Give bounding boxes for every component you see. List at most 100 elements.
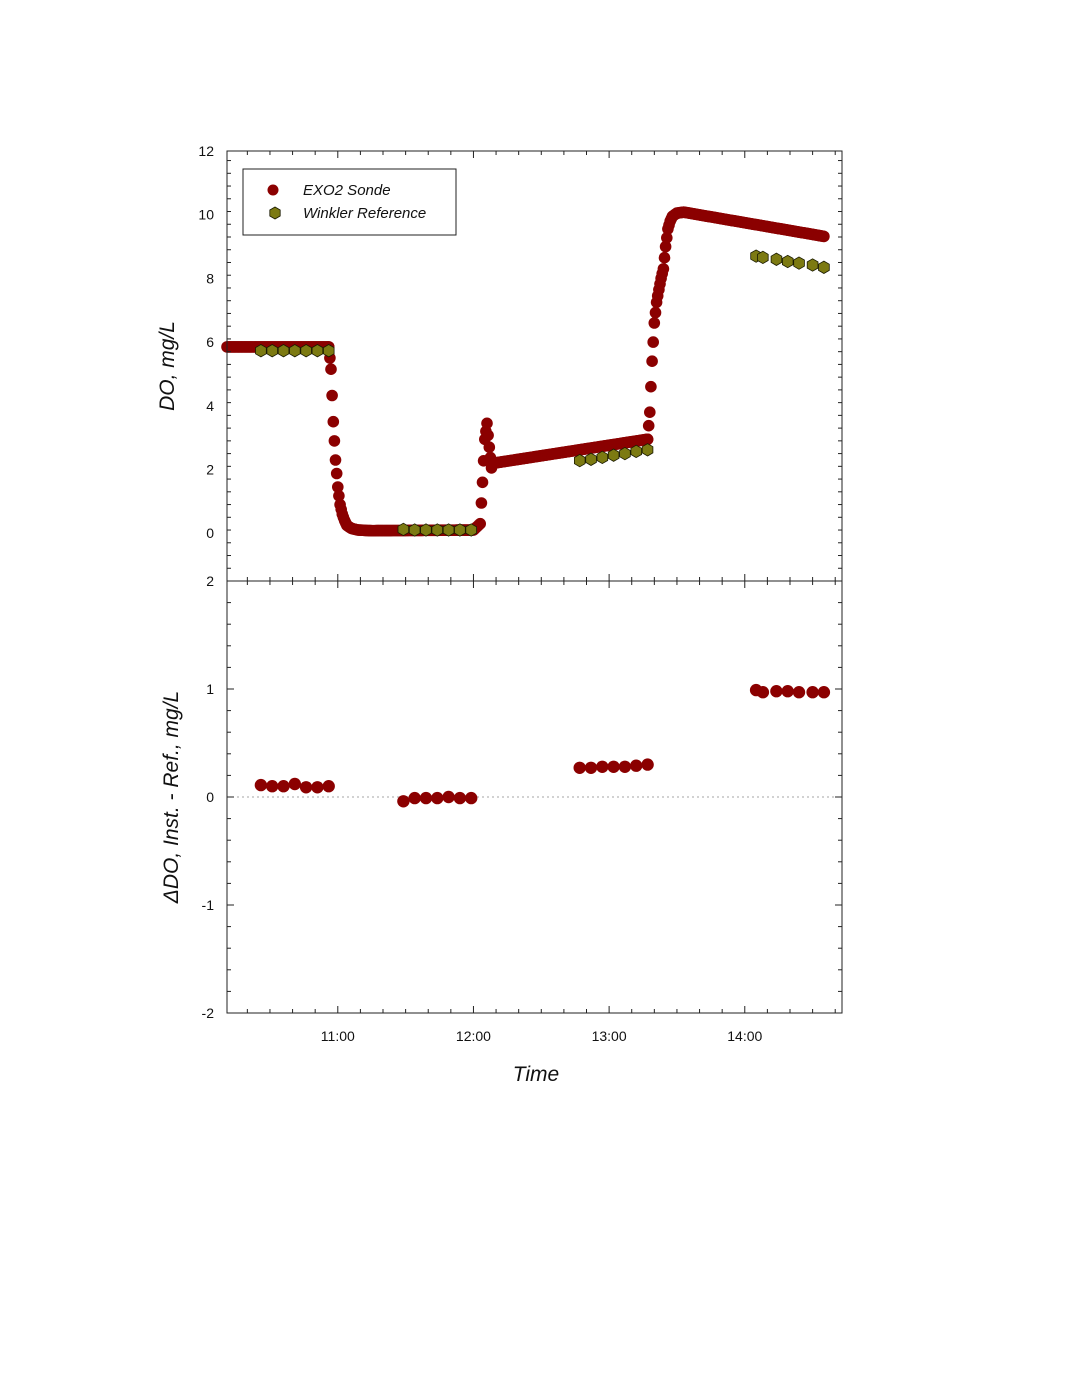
exo2-sonde-point <box>659 240 672 253</box>
bottom-ytick-label: -1 <box>202 897 215 913</box>
delta-do-point <box>299 781 313 794</box>
delta-do-point <box>630 759 643 772</box>
bottom-ytick-label: 0 <box>206 789 214 805</box>
exo2-sonde-point <box>642 419 655 432</box>
x-tick-label: 13:00 <box>592 1028 627 1044</box>
delta-do-point <box>792 686 806 699</box>
winkler-reference-point <box>465 523 478 537</box>
top-plot-points <box>221 206 830 537</box>
x-tick-label: 12:00 <box>456 1028 491 1044</box>
exo2-sonde-point <box>481 417 493 430</box>
top-y-axis-title: DO, mg/L <box>156 321 179 411</box>
winkler-reference-point <box>408 523 421 537</box>
winkler-reference-point <box>818 260 830 274</box>
delta-do-point <box>573 761 586 774</box>
exo2-sonde-point <box>649 306 662 319</box>
top-ytick-label: 0 <box>206 525 214 541</box>
exo2-sonde-point <box>483 441 496 454</box>
winkler-reference-point <box>420 523 432 537</box>
delta-do-point <box>584 761 598 774</box>
bottom-plot-frame <box>226 580 843 1014</box>
exo2-sonde-point <box>647 336 659 348</box>
delta-do-point <box>431 791 444 805</box>
top-panel: 0 2 4 6 8 10 12 <box>198 143 843 582</box>
legend-box <box>242 168 457 236</box>
winkler-reference-point <box>266 344 279 358</box>
winkler-reference-point <box>585 452 597 466</box>
exo2-sonde-point <box>646 355 658 368</box>
exo2-sonde-point <box>475 497 488 509</box>
delta-do-point <box>607 760 620 773</box>
top-ytick-label: 8 <box>206 270 214 286</box>
x-axis-title: Time <box>513 1063 559 1086</box>
winkler-reference-point <box>806 258 819 272</box>
winkler-reference-point <box>757 250 769 265</box>
delta-do-point <box>770 685 783 698</box>
delta-do-point <box>442 790 455 804</box>
winkler-reference-point <box>596 450 609 465</box>
winkler-reference-point <box>793 256 805 270</box>
winkler-reference-point <box>782 254 794 269</box>
exo2-sonde-point <box>648 317 661 329</box>
delta-do-point <box>277 780 290 793</box>
bottom-plot-points <box>254 683 831 808</box>
delta-do-point <box>781 685 794 698</box>
winkler-reference-point <box>641 443 654 457</box>
exo2-sonde-point <box>818 230 830 243</box>
bottom-panel-ticks: -2 -1 0 1 2 11:00 12:00 13:00 14:00 <box>202 573 842 1044</box>
exo2-sonde-point <box>326 389 338 402</box>
top-ytick-label: 2 <box>206 462 214 478</box>
top-ytick-label: 6 <box>206 334 214 350</box>
exo2-sonde-point <box>658 251 671 264</box>
top-ytick-label: 10 <box>198 207 214 223</box>
delta-do-point <box>254 778 268 792</box>
delta-do-point <box>806 686 819 699</box>
bottom-ytick-label: 1 <box>206 681 214 697</box>
winkler-reference-point <box>770 252 783 266</box>
legend-label-exo2: EXO2 Sonde <box>303 182 391 199</box>
delta-do-point <box>453 791 467 805</box>
exo2-sonde-point <box>661 232 673 244</box>
winkler-reference-point <box>607 448 620 462</box>
winkler-reference-point <box>442 523 455 537</box>
delta-do-point <box>397 795 410 808</box>
exo2-sonde-point <box>327 415 340 428</box>
top-ytick-label: 12 <box>198 143 214 159</box>
winkler-reference-point <box>277 344 290 358</box>
winkler-reference-point <box>574 453 586 468</box>
delta-do-point <box>618 760 632 773</box>
delta-do-point <box>288 777 301 791</box>
winkler-reference-point <box>454 523 466 537</box>
delta-do-point <box>266 780 279 793</box>
top-panel-ticks: 0 2 4 6 8 10 12 <box>198 143 842 582</box>
delta-do-point <box>817 686 831 699</box>
winkler-reference-point <box>322 344 335 358</box>
exo2-sonde-point <box>328 435 341 447</box>
legend-marker-exo2 <box>267 184 279 196</box>
delta-do-point <box>756 686 770 699</box>
exo2-sonde-point <box>474 517 487 530</box>
delta-do-point <box>641 758 654 771</box>
winkler-reference-point <box>619 446 631 461</box>
winkler-reference-point <box>397 522 410 537</box>
delta-do-point <box>596 760 609 773</box>
legend-marker-winkler <box>269 206 281 220</box>
delta-do-point <box>465 791 478 805</box>
bottom-panel: -2 -1 0 1 2 11:00 12:00 13:00 14:00 <box>202 573 843 1044</box>
legend: EXO2 Sonde Winkler Reference <box>242 168 457 236</box>
exo2-sonde-point <box>657 263 670 275</box>
bottom-ytick-label: -2 <box>202 1005 215 1021</box>
exo2-sonde-point <box>325 363 337 376</box>
legend-label-winkler: Winkler Reference <box>303 205 426 222</box>
winkler-reference-point <box>311 344 324 358</box>
exo2-sonde-point <box>476 476 489 489</box>
exo2-sonde-point <box>333 490 345 502</box>
delta-do-point <box>322 780 335 793</box>
top-ytick-label: 4 <box>206 398 214 414</box>
bottom-ytick-label: 2 <box>206 573 214 589</box>
delta-do-point <box>419 791 433 805</box>
x-tick-label: 14:00 <box>727 1028 762 1044</box>
exo2-sonde-point <box>330 467 343 480</box>
winkler-reference-point <box>431 523 444 537</box>
